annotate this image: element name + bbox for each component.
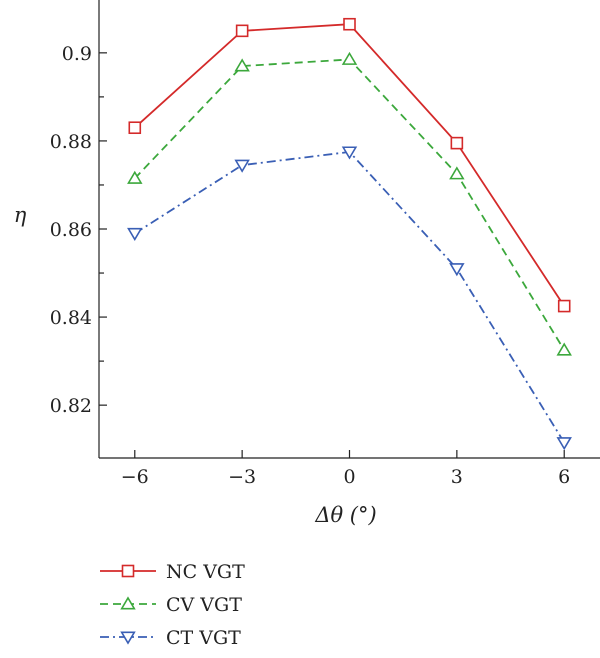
legend-item: CV VGT xyxy=(100,594,242,616)
square-marker xyxy=(343,17,356,31)
series-line xyxy=(134,58,565,351)
x-axis-label: Δθ (°) xyxy=(314,503,376,527)
legend-label: CT VGT xyxy=(166,627,241,649)
legend-label: CV VGT xyxy=(166,594,242,616)
x-tick-label: −6 xyxy=(121,466,149,488)
y-axis-label: η xyxy=(14,203,27,227)
square-marker xyxy=(121,564,135,578)
triangle-up-marker xyxy=(120,596,136,610)
x-tick-label: −3 xyxy=(228,466,256,488)
legend-item: NC VGT xyxy=(100,561,245,583)
series-line xyxy=(134,150,565,444)
legend-item: CT VGT xyxy=(100,627,241,649)
square-marker xyxy=(450,136,464,150)
legend-label: NC VGT xyxy=(166,561,245,583)
legend: NC VGT CV VGT CT VGT xyxy=(100,561,245,649)
triangle-down-marker xyxy=(234,159,250,173)
series-layer xyxy=(127,17,572,451)
triangle-down-marker xyxy=(127,227,143,242)
y-tick-label: 0.9 xyxy=(62,43,92,65)
square-marker xyxy=(557,299,571,313)
y-axis: 0.82 0.84 0.86 0.88 0.9 xyxy=(50,43,107,417)
triangle-down-marker xyxy=(449,263,465,277)
x-tick-label: 6 xyxy=(558,466,570,488)
triangle-down-marker xyxy=(120,631,136,645)
triangle-up-marker xyxy=(341,51,358,65)
series-nc-vgt xyxy=(128,17,571,313)
y-tick-label: 0.88 xyxy=(50,131,92,153)
x-axis: −6 −3 0 3 6 xyxy=(121,450,570,488)
x-tick-label: 3 xyxy=(451,466,463,488)
x-tick-label: 0 xyxy=(343,466,355,488)
triangle-down-marker xyxy=(556,437,572,451)
triangle-up-marker xyxy=(556,342,572,356)
series-ct-vgt xyxy=(127,146,572,451)
square-marker xyxy=(235,24,249,38)
triangle-up-marker xyxy=(234,58,250,72)
y-tick-label: 0.82 xyxy=(50,395,92,417)
triangle-up-marker xyxy=(449,166,465,180)
series-cv-vgt xyxy=(127,51,572,356)
plot-frame xyxy=(98,0,600,459)
triangle-down-marker xyxy=(341,146,358,160)
y-tick-label: 0.84 xyxy=(50,307,92,329)
y-tick-label: 0.86 xyxy=(50,219,92,241)
series-line xyxy=(134,23,565,307)
square-marker xyxy=(128,121,142,135)
triangle-up-marker xyxy=(127,170,143,184)
